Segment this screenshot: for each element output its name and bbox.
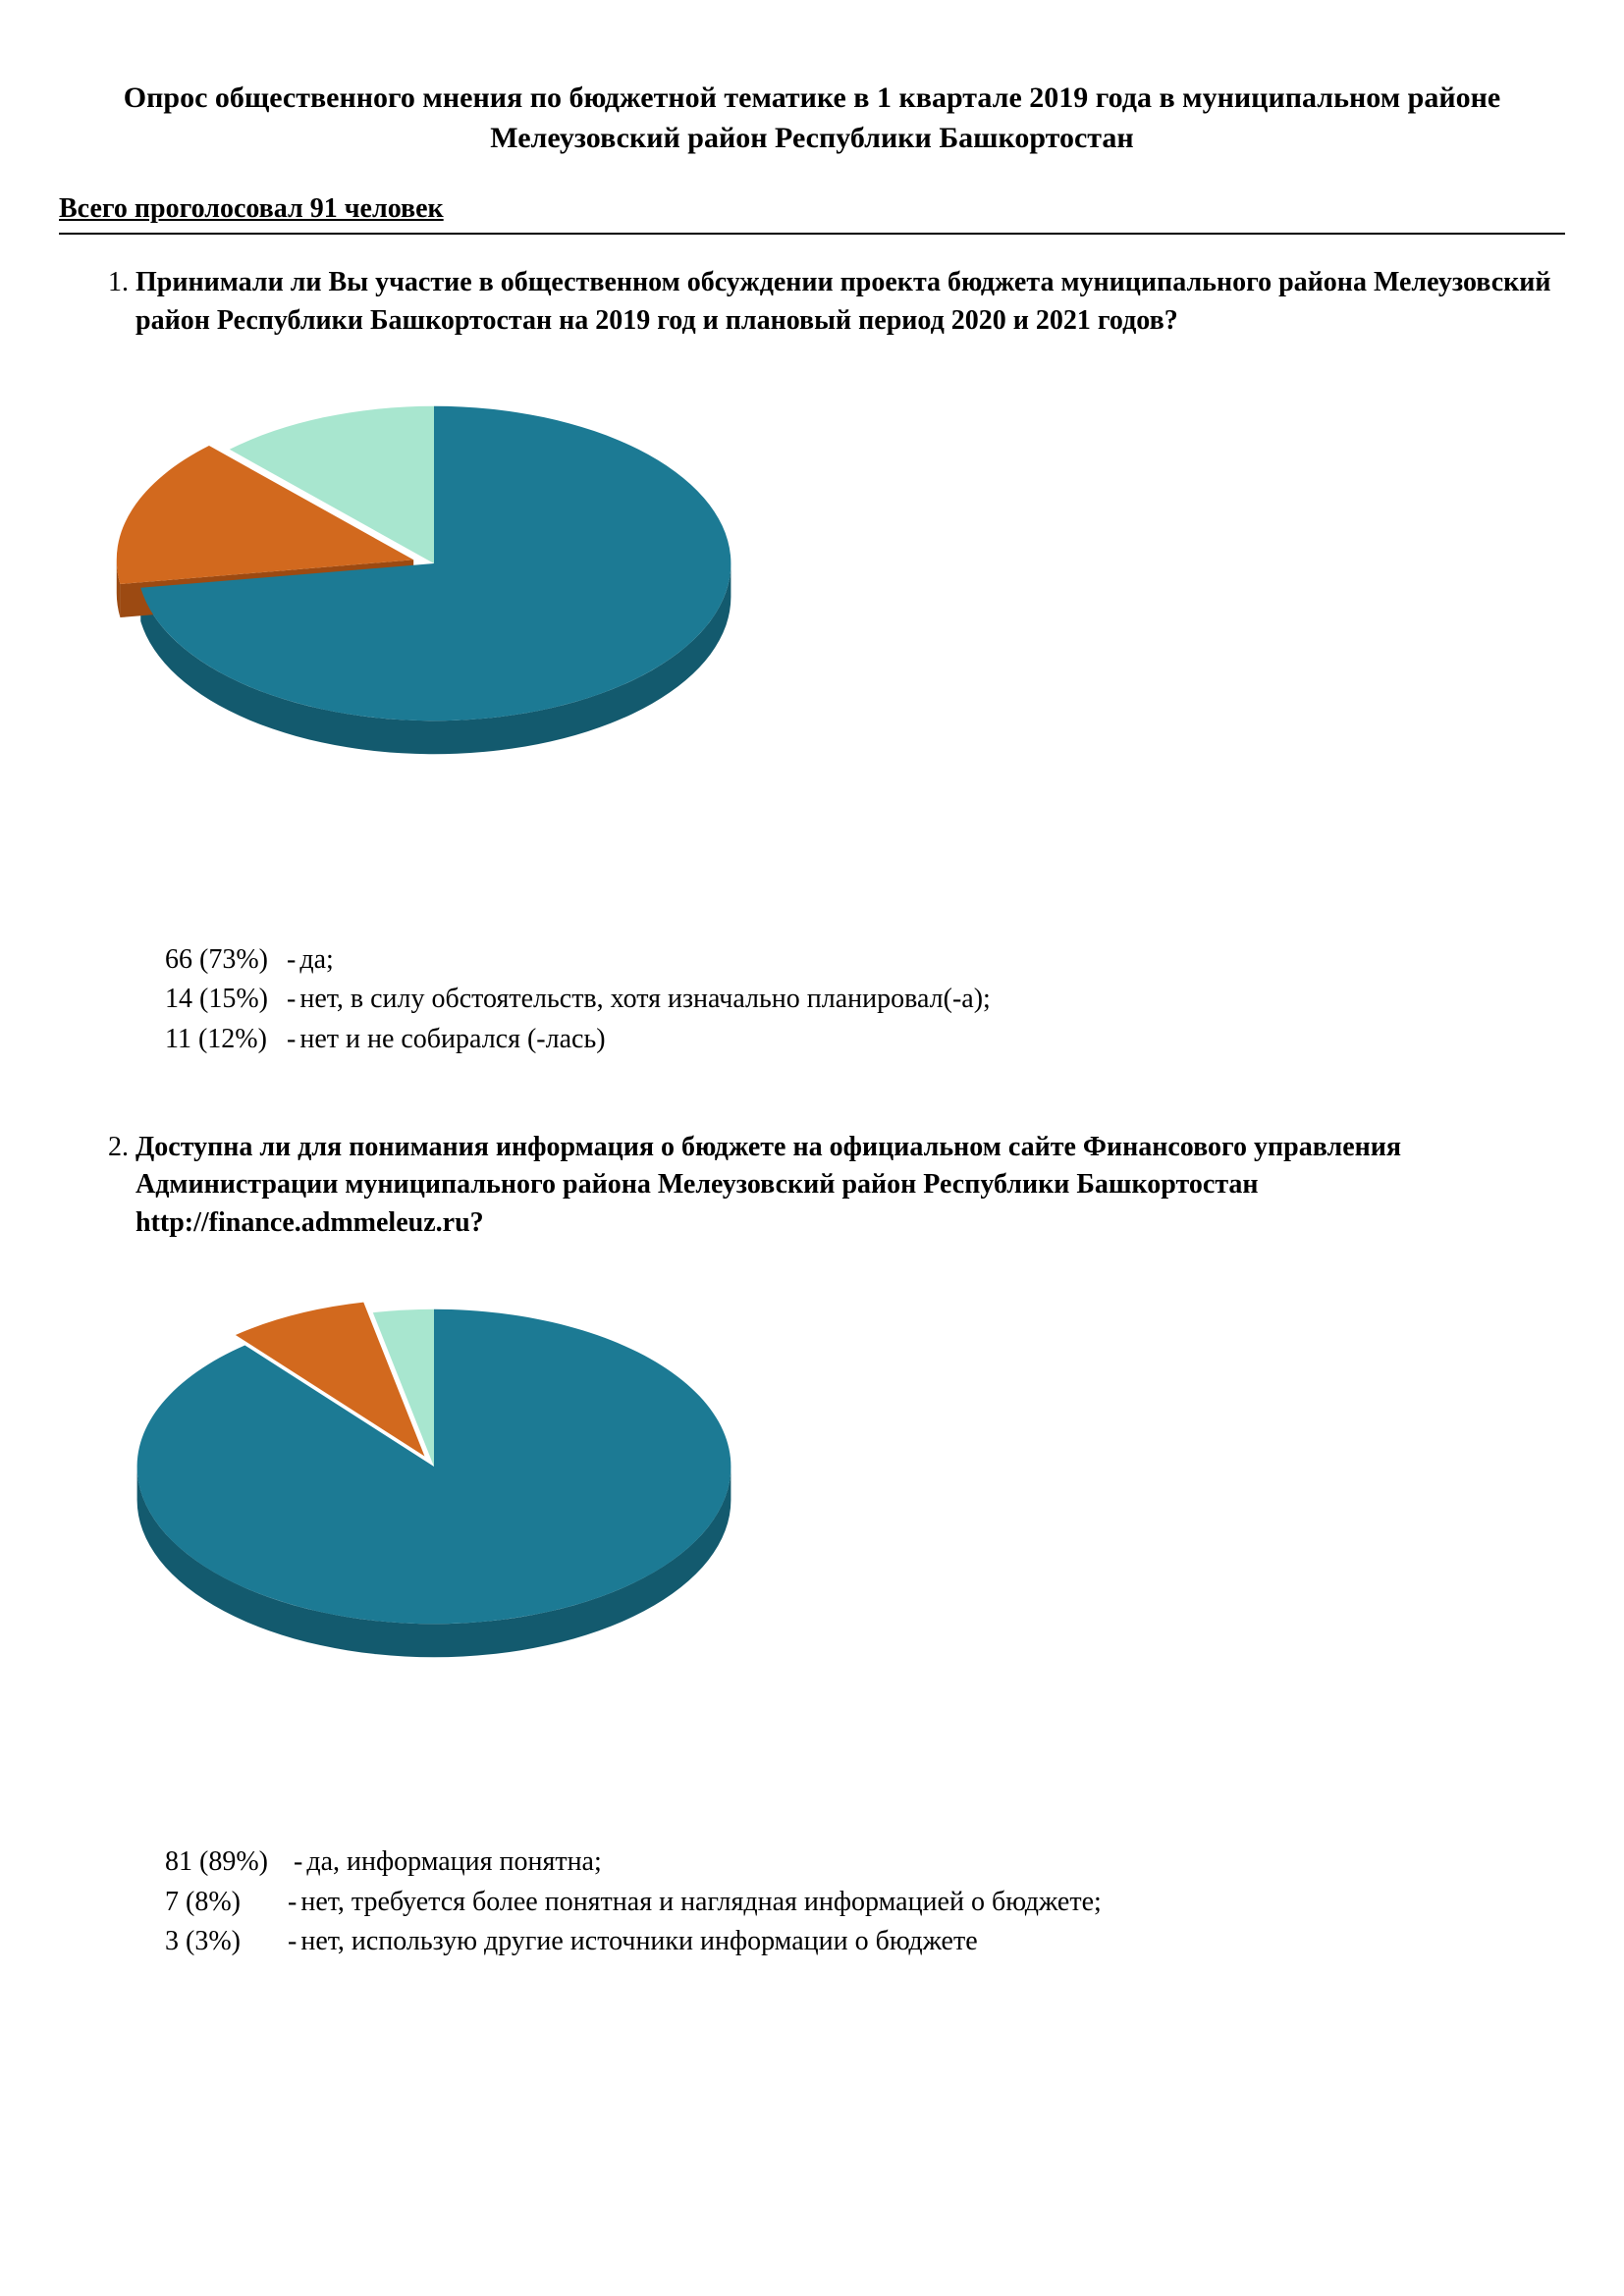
pie-chart-2 <box>116 1302 1565 1726</box>
legend-separator: - <box>283 1020 299 1060</box>
document-page: Опрос общественного мнения по бюджетной … <box>0 0 1624 2296</box>
question-text: Принимали ли Вы участие в общественном о… <box>135 264 1565 340</box>
legend-label: нет, требуется более понятная и наглядна… <box>300 1883 1101 1923</box>
legend-label: нет, в силу обстоятельств, хотя изначаль… <box>299 980 991 1020</box>
legend-label: да, информация понятна; <box>306 1842 601 1883</box>
pie-chart-1 <box>116 399 1565 823</box>
legend-item: 14 (15%) - нет, в силу обстоятельств, хо… <box>165 980 1565 1020</box>
legend-separator: - <box>263 1883 300 1923</box>
legend-count: 11 (12%) <box>165 1020 283 1060</box>
legend-block: 81 (89%) - да, информация понятна; 7 (8%… <box>165 1842 1565 1962</box>
legend-count: 7 (8%) <box>165 1883 263 1923</box>
legend-separator: - <box>263 1922 300 1962</box>
legend-item: 66 (73%) - да; <box>165 940 1565 981</box>
legend-item: 3 (3%) - нет, использую другие источники… <box>165 1922 1565 1962</box>
legend-label: да; <box>299 940 333 981</box>
title-underline <box>59 233 1565 235</box>
legend-count: 81 (89%) <box>165 1842 283 1883</box>
question-item: Принимали ли Вы участие в общественном о… <box>135 264 1565 1060</box>
legend-item: 11 (12%) - нет и не собирался (-лась) <box>165 1020 1565 1060</box>
legend-count: 3 (3%) <box>165 1922 263 1962</box>
legend-block: 66 (73%) - да; 14 (15%) - нет, в силу об… <box>165 940 1565 1060</box>
legend-item: 81 (89%) - да, информация понятна; <box>165 1842 1565 1883</box>
legend-label: нет, использую другие источники информац… <box>300 1922 977 1962</box>
legend-separator: - <box>283 1842 306 1883</box>
legend-item: 7 (8%) - нет, требуется более понятная и… <box>165 1883 1565 1923</box>
question-text: Доступна ли для понимания информация о б… <box>135 1129 1565 1243</box>
questions-list: Принимали ли Вы участие в общественном о… <box>59 264 1565 1962</box>
legend-separator: - <box>283 940 299 981</box>
legend-label: нет и не собирался (-лась) <box>299 1020 605 1060</box>
page-title: Опрос общественного мнения по бюджетной … <box>59 79 1565 158</box>
legend-count: 14 (15%) <box>165 980 283 1020</box>
legend-count: 66 (73%) <box>165 940 283 981</box>
question-item: Доступна ли для понимания информация о б… <box>135 1129 1565 1962</box>
legend-separator: - <box>283 980 299 1020</box>
vote-count-line: Всего проголосовал 91 человек <box>59 193 1565 225</box>
